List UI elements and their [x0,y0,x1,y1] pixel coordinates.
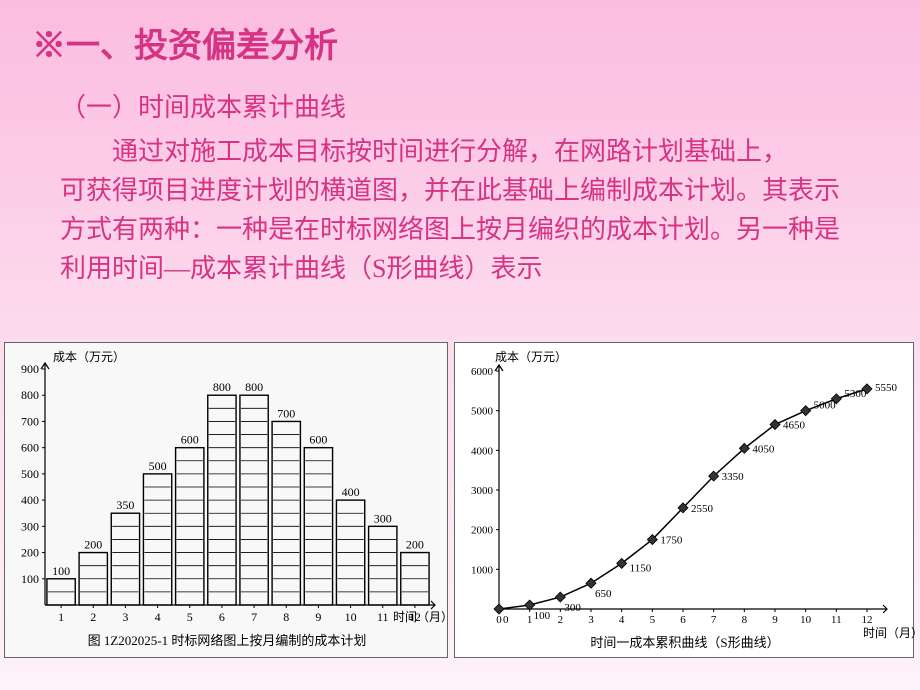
svg-text:0: 0 [503,614,509,626]
svg-text:200: 200 [21,546,39,560]
svg-text:1: 1 [58,610,64,624]
svg-text:6000: 6000 [471,366,494,378]
svg-text:8: 8 [283,610,289,624]
svg-text:4050: 4050 [752,443,775,455]
svg-text:300: 300 [21,519,39,533]
svg-text:4: 4 [155,610,161,624]
svg-text:400: 400 [21,493,39,507]
svg-text:3000: 3000 [471,485,494,497]
svg-text:成本（万元）: 成本（万元） [53,350,125,364]
svg-text:5000: 5000 [814,400,837,412]
svg-text:200: 200 [84,538,102,552]
svg-text:700: 700 [277,406,295,420]
svg-text:2: 2 [90,610,96,624]
svg-text:10: 10 [345,610,357,624]
svg-text:1: 1 [527,614,533,626]
svg-text:5: 5 [187,610,193,624]
svg-text:600: 600 [181,433,199,447]
svg-text:11: 11 [377,610,389,624]
svg-text:时间（月）: 时间（月） [393,610,449,624]
svg-text:9: 9 [772,614,778,626]
svg-text:1750: 1750 [660,535,683,547]
svg-text:300: 300 [564,602,581,614]
svg-text:2000: 2000 [471,525,494,537]
svg-text:100: 100 [21,572,39,586]
svg-text:700: 700 [21,414,39,428]
svg-text:6: 6 [219,610,225,624]
svg-text:600: 600 [21,441,39,455]
svg-text:350: 350 [116,498,134,512]
svg-text:100: 100 [534,610,551,622]
svg-text:800: 800 [21,388,39,402]
svg-text:200: 200 [406,538,424,552]
svg-text:400: 400 [342,485,360,499]
svg-text:12: 12 [862,614,873,626]
svg-text:3: 3 [588,614,594,626]
paragraph-1: 通过对施工成本目标按时间进行分解，在网路计划基础上， [60,132,860,171]
svg-text:1000: 1000 [471,564,494,576]
svg-text:2550: 2550 [691,503,714,515]
svg-text:时间（月）: 时间（月） [863,626,915,640]
svg-text:12: 12 [409,610,421,624]
svg-text:8: 8 [742,614,748,626]
svg-text:800: 800 [245,380,263,394]
svg-text:0: 0 [496,614,502,626]
svg-text:500: 500 [149,459,167,473]
svg-text:300: 300 [374,511,392,525]
svg-text:3350: 3350 [722,471,745,483]
svg-text:600: 600 [309,433,327,447]
svg-text:2: 2 [558,614,564,626]
svg-text:900: 900 [21,362,39,376]
svg-text:800: 800 [213,380,231,394]
svg-text:7: 7 [711,614,717,626]
svg-text:3: 3 [122,610,128,624]
svg-text:100: 100 [52,564,70,578]
page-title: ※一、投资偏差分析 [32,18,888,67]
section-subtitle: （一）时间成本累计曲线 [60,87,888,124]
bar-chart: 成本（万元） 时间（月） 100 200 300 400 500 600 700 800 900 10… [5,343,449,659]
svg-text:11: 11 [831,614,842,626]
svg-text:10: 10 [800,614,812,626]
svg-text:4000: 4000 [471,445,494,457]
svg-text:1150: 1150 [630,562,652,574]
svg-text:5: 5 [650,614,656,626]
charts-row: 成本（万元）时间（月）10020030040050060070080090010… [0,342,920,658]
s-curve-container: 成本（万元）时间（月）10002000300040005000600001234… [454,342,914,658]
svg-text:图 1Z202025-1 时标网络图上按月编制的成本计划: 图 1Z202025-1 时标网络图上按月编制的成本计划 [88,633,367,648]
svg-text:4650: 4650 [783,420,806,432]
svg-text:4: 4 [619,614,625,626]
svg-text:5550: 5550 [875,382,898,394]
svg-text:成本（万元）: 成本（万元） [495,350,567,364]
paragraph-2: 可获得项目进度计划的横道图，并在此基础上编制成本计划。其表示方式有两种：一种是在… [60,171,860,288]
svg-text:500: 500 [21,467,39,481]
svg-text:5000: 5000 [471,406,494,418]
svg-text:6: 6 [680,614,686,626]
svg-text:9: 9 [315,610,321,624]
svg-text:650: 650 [595,588,612,600]
s-curve-chart: 成本（万元）时间（月）10002000300040005000600001234… [455,343,915,659]
svg-text:时间一成本累积曲线（S形曲线）: 时间一成本累积曲线（S形曲线） [590,635,779,650]
bar-chart-container: 成本（万元） 时间（月） 100 200 300 400 500 600 700 800 900 10… [4,342,448,658]
svg-text:7: 7 [251,610,257,624]
